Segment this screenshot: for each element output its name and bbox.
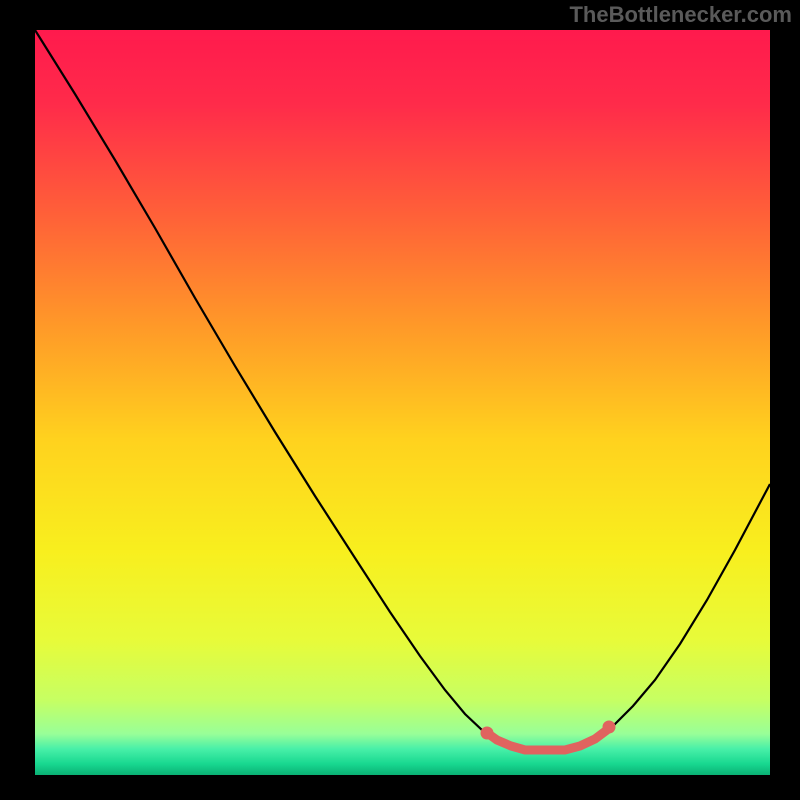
plot-area	[35, 30, 770, 775]
optimal-range-start-dot	[481, 727, 494, 740]
chart-container: TheBottlenecker.com	[0, 0, 800, 800]
gradient-background	[35, 30, 770, 775]
watermark-text: TheBottlenecker.com	[569, 2, 792, 28]
optimal-range-end-dot	[603, 721, 616, 734]
plot-svg	[35, 30, 770, 775]
